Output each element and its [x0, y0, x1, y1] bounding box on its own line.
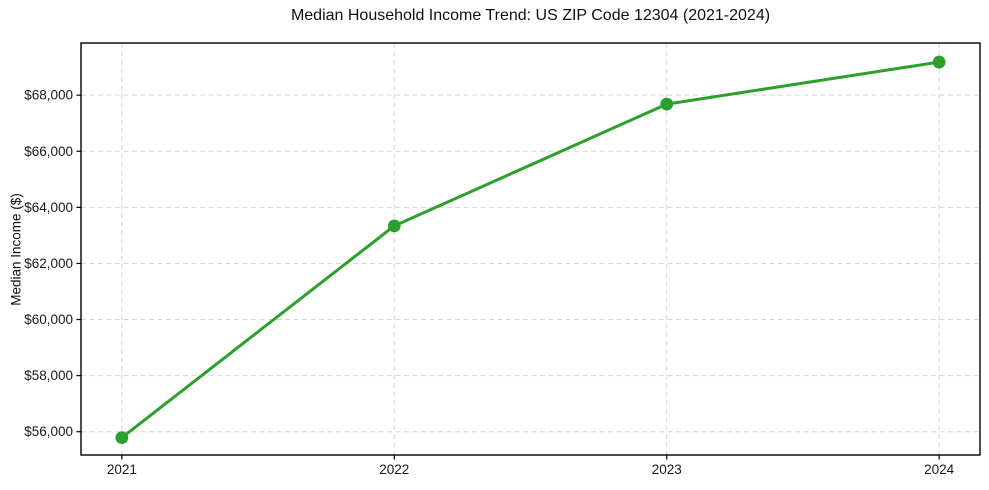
x-tick-label: 2021 [107, 462, 137, 477]
y-tick-label: $60,000 [24, 312, 73, 327]
y-tick-label: $64,000 [24, 200, 73, 215]
y-tick-label: $62,000 [24, 256, 73, 271]
x-tick-label: 2022 [379, 462, 409, 477]
income-trend-line [120, 60, 941, 440]
data-point-2022 [387, 219, 401, 233]
data-point-2023 [660, 97, 674, 111]
y-tick-label: $66,000 [24, 144, 73, 159]
y-tick-label: $68,000 [24, 88, 73, 103]
y-tick-label: $56,000 [24, 424, 73, 439]
data-point-2024 [932, 55, 946, 69]
plot-border [80, 42, 981, 456]
x-tick-label: 2023 [652, 462, 682, 477]
x-tick-label: 2024 [924, 462, 955, 477]
data-point-2021 [115, 431, 129, 445]
y-tick-label: $58,000 [24, 368, 73, 383]
chart-title: Median Household Income Trend: US ZIP Co… [290, 7, 771, 24]
